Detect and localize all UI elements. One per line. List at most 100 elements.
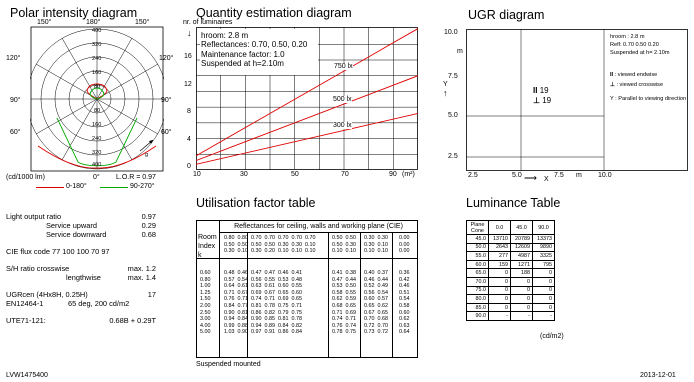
polar-lor: L.O.R = 0.97 <box>116 174 156 181</box>
y-tick: 0 <box>187 163 191 170</box>
ugr-x-axis: X <box>544 176 549 183</box>
spec-label: lengthwise <box>66 273 101 282</box>
refl-col: 0.30 0.30 0.30 0.10 0.10 0.10 <box>364 235 388 255</box>
info-line: Refl: 0.70 0.50 0.20 <box>610 42 659 48</box>
legend-text: Y : Parallel to viewing direction <box>610 96 687 102</box>
radial-label: 240 <box>92 56 102 62</box>
refl-col: 0.80 0.80 0.50 0.50 0.30 0.10 <box>224 235 248 255</box>
legend-text: : viewed endwise <box>614 72 658 78</box>
info-line: Maintenance factor: 1.0 <box>201 49 285 59</box>
uf-col: 0.41 0.38 0.47 0.44 0.53 0.50 0.58 0.55 … <box>332 270 356 336</box>
ugr-y-axis: Y <box>443 81 448 88</box>
table-row: 85.0 0 0 0 <box>466 302 555 313</box>
ugr-y-tick: 5.0 <box>448 112 458 119</box>
ugr-value: 19 <box>539 86 549 95</box>
table-row: 55.0 277 4987 3325 <box>466 251 555 261</box>
table-cell: 188 <box>510 268 533 278</box>
utilisation-footer: Suspended mounted <box>196 361 261 368</box>
uf-col: 0.40 0.37 0.46 0.44 0.52 0.49 0.56 0.54 … <box>364 270 388 336</box>
table-cell: 90.0 <box>532 220 555 235</box>
spec-value: 0.68 <box>141 230 156 239</box>
table-row: 70.0 0 0 0 <box>466 276 555 287</box>
refl-col: 0.50 0.50 0.50 0.30 0.10 0.10 <box>332 235 356 255</box>
uf-col: 0.36 0.42 0.46 0.51 0.54 0.58 0.60 0.62 … <box>399 270 410 336</box>
table-row: 50.0 2643 12609 9890 <box>466 242 555 253</box>
table-cell: 9890 <box>532 242 555 253</box>
polar-diagram <box>30 26 164 172</box>
x-tick: 70 <box>341 171 349 178</box>
gamma-label: g <box>145 152 149 158</box>
ugr-x-unit: m <box>576 172 582 179</box>
quantity-chart <box>196 27 418 170</box>
ugr-info: hroom : 2.8 m Refl: 0.70 0.50 0.20 Suspe… <box>610 33 670 57</box>
table-cell: 277 <box>488 251 511 261</box>
radial-label: 320 <box>92 42 102 48</box>
table-cell: 0 <box>532 302 555 313</box>
table-cell: 85.0 <box>466 302 489 313</box>
radial-label: 80 <box>94 108 101 114</box>
table-cell: - <box>488 311 511 321</box>
ugr-y-unit: m <box>457 48 463 55</box>
table-cell: - <box>510 311 533 321</box>
legend-text: : viewed crosswise <box>616 82 664 88</box>
polar-unit: (cd/1000 lm) <box>6 174 45 181</box>
arrow-down-icon: ↓ <box>187 28 192 38</box>
curve-label: 750 lx <box>334 63 353 70</box>
table-cell: 0 <box>510 294 533 304</box>
label-line: k <box>198 252 202 259</box>
table-cell: 0 <box>488 294 511 304</box>
polar-side-label: 90° <box>10 97 21 104</box>
table-cell: 0 <box>510 302 533 313</box>
ugr-y-tick: 2.5 <box>448 153 458 160</box>
ugr-x-tick: 10.0 <box>598 172 612 179</box>
table-cell: 0 <box>532 276 555 287</box>
ugr-title: UGR diagram <box>468 8 545 22</box>
arrow-up-icon: ↑ <box>443 88 448 98</box>
label-line: Index <box>198 243 216 250</box>
table-cell: 75.0 <box>466 285 489 296</box>
uf-col: 0.48 0.46 0.57 0.54 0.64 0.61 0.71 0.67 … <box>224 270 248 336</box>
spec-value: 0.68B + 0.29T <box>109 316 156 325</box>
radial-label: 400 <box>92 28 102 34</box>
y-tick: 16 <box>184 53 192 60</box>
spec-label: Service upward <box>46 221 97 230</box>
polar-top-label: 150° <box>37 19 52 26</box>
radial-label: 320 <box>92 150 102 156</box>
table-cell: 45.0 <box>510 220 533 235</box>
ugr-value: 19 <box>542 96 552 105</box>
radial-label: 160 <box>92 70 102 76</box>
refl-col: 0.00 0.00 0.00 <box>399 235 410 255</box>
ugr-x-tick: 7.5 <box>554 172 564 179</box>
y-tick: 8 <box>187 108 191 115</box>
legend-label: 90-270° <box>130 183 155 190</box>
polar-top-label: 180° <box>86 19 101 26</box>
polar-side-label: 60° <box>10 129 21 136</box>
ugr-y-tick: 10.0 <box>444 29 458 36</box>
label-line: Room <box>198 234 217 241</box>
room-index-label: Room Index k <box>198 233 219 260</box>
radial-label: 160 <box>92 122 102 128</box>
x-tick: 30 <box>240 171 248 178</box>
table-cell: 70.0 <box>466 276 489 287</box>
info-line: hroom: 2.8 m <box>201 31 249 40</box>
ugr-values: II 19 ⊥ 19 <box>533 86 552 105</box>
legend-label: 0-180° <box>66 183 87 190</box>
table-row: 80.0 0 0 0 <box>466 294 555 304</box>
table-cell: 2643 <box>488 242 511 253</box>
info-line: hroom : 2.8 m <box>610 34 645 40</box>
quantity-info: hroom: 2.8 m Reflectances: 0.70, 0.50, 0… <box>201 31 307 69</box>
ugr-x-tick: 2.5 <box>468 172 478 179</box>
radial-label: 400 <box>92 162 102 168</box>
polar-title: Polar intensity diagram <box>10 6 138 20</box>
table-cell: 0 <box>488 268 511 278</box>
table-cell: 3325 <box>532 251 555 261</box>
legend-line-green <box>100 187 128 188</box>
table-row: 45.0 13710 20789 13373 <box>466 234 555 244</box>
spec-value: 0.97 <box>141 212 156 221</box>
illuminance-curve <box>196 28 418 157</box>
table-row: 65.0 0 188 0 <box>466 268 555 278</box>
table-cell: 0 <box>488 285 511 296</box>
polar-side-label: 120° <box>159 55 174 62</box>
spec-value: max. 1.2 <box>127 264 156 273</box>
utilisation-table: Reflectances for ceiling, walls and work… <box>196 220 418 358</box>
